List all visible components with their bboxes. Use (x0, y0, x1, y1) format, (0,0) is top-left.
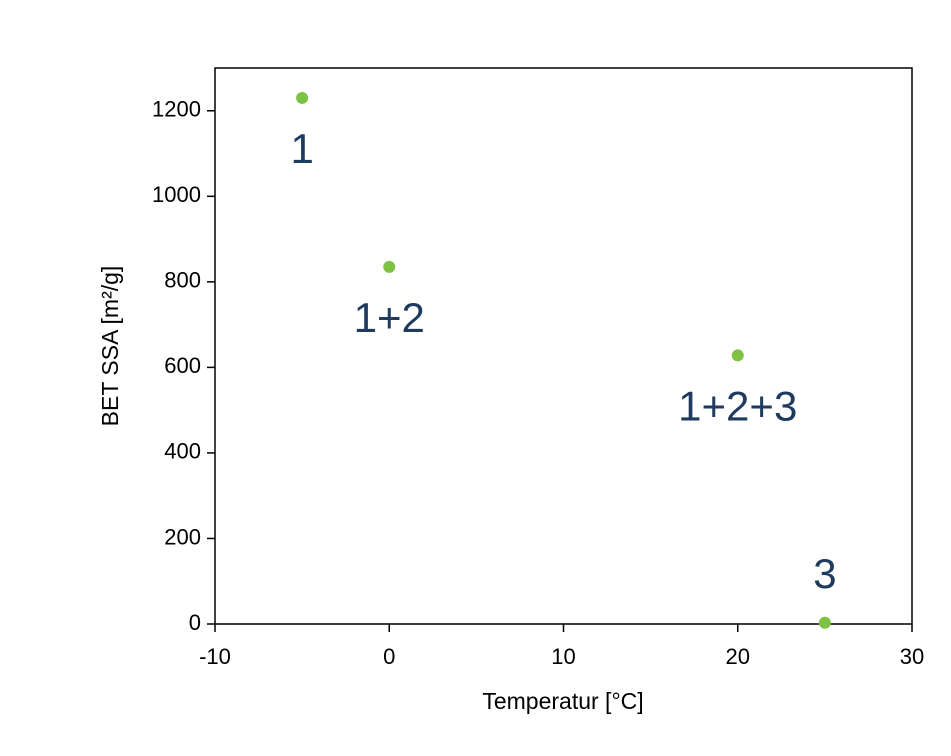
point (818, 616, 831, 629)
x-axis-title: Temperatur [°C] (482, 688, 643, 714)
y-tick-label: 200 (164, 524, 201, 549)
point-label: 1 (290, 125, 313, 172)
x-tick-label: 20 (726, 644, 750, 669)
y-tick-label: 0 (189, 610, 201, 635)
y-tick-label: 600 (164, 353, 201, 378)
point-label: 3 (813, 550, 836, 597)
x-tick-label: 30 (900, 644, 924, 669)
x-tick-label: 0 (383, 644, 395, 669)
x-tick-label: 10 (551, 644, 575, 669)
y-tick-label: 1200 (152, 97, 201, 122)
x-tick-label: -10 (199, 644, 231, 669)
plot-frame (214, 67, 913, 625)
y-tick-label: 800 (164, 268, 201, 293)
point (296, 91, 309, 104)
y-tick-label: 1000 (152, 182, 201, 207)
y-tick-label: 400 (164, 439, 201, 464)
point (383, 260, 396, 273)
y-axis-title: BET SSA [m²/g] (97, 266, 123, 427)
point-label: 1+2+3 (678, 383, 797, 430)
point-label: 1+2 (354, 294, 425, 341)
point (731, 349, 744, 362)
